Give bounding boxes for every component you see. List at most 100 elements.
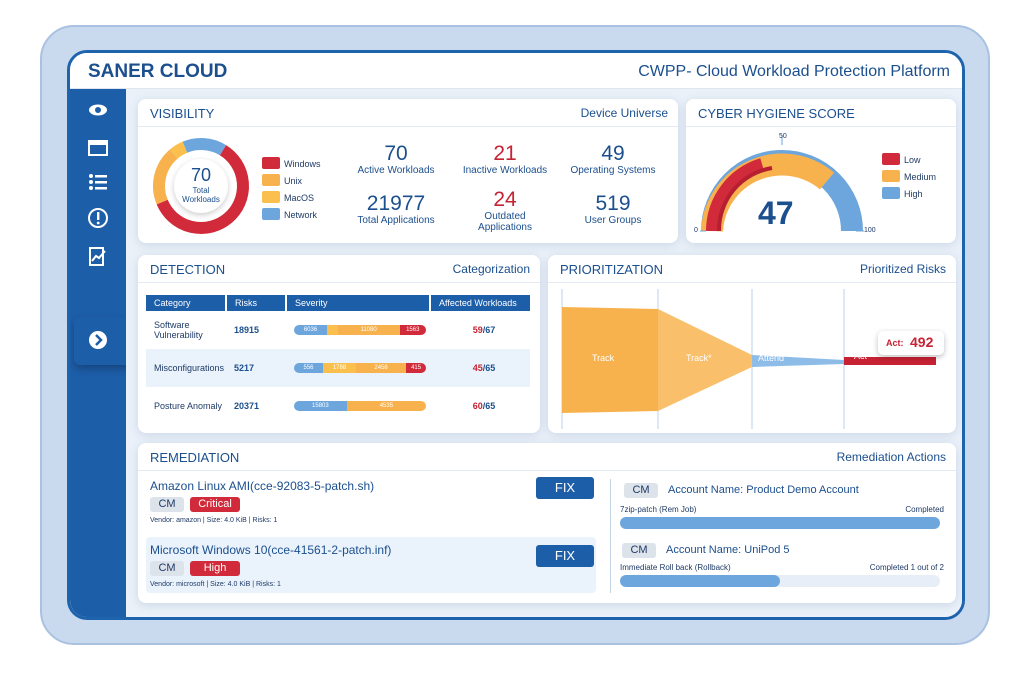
- visibility-header: VISIBILITY Device Universe: [138, 99, 678, 127]
- severity-bar: 556 1788 2458 415: [294, 363, 426, 373]
- cell-severity: 6036 11080 1563: [286, 311, 430, 349]
- detection-title: DETECTION: [150, 262, 226, 277]
- table-row[interactable]: Software Vulnerability 18915 6036 11080 15…: [146, 311, 530, 349]
- cell-affected: 59/67: [430, 311, 530, 349]
- legend-swatch-network: [262, 208, 280, 220]
- stat-label: Total Applications: [357, 215, 435, 226]
- remediation-card: REMEDIATION Remediation Actions Amazon L…: [138, 443, 956, 603]
- job-name: 7zip-patch (Rem Job): [620, 505, 697, 514]
- severity-bar: 6036 11080 1563: [294, 325, 426, 335]
- fix-button[interactable]: FIX: [536, 477, 594, 499]
- severity-segment: 6036: [294, 325, 327, 335]
- prioritization-card: PRIORITIZATION Prioritized Risks Track T…: [548, 255, 956, 433]
- gauge-max-label: 100: [864, 227, 876, 234]
- stat-value: 70: [384, 142, 408, 165]
- stat-label: Outdated Applications: [478, 211, 532, 233]
- cell-affected: 45/65: [430, 349, 530, 387]
- hygiene-gauge: [700, 135, 864, 232]
- legend-macos: MacOS: [284, 193, 315, 203]
- hygiene-card: CYBER HYGIENE SCORE 50 0 100 47 Low Medi…: [686, 99, 956, 243]
- brand-logo: SANER CLOUD: [88, 61, 228, 82]
- donut-segment-macos: [169, 141, 188, 159]
- gauge-min-label: 0: [694, 227, 698, 234]
- remediation-item-title: Amazon Linux AMI(cce-92083-5-patch.sh): [150, 479, 375, 493]
- visibility-title: VISIBILITY: [150, 106, 215, 121]
- cell-severity: 556 1788 2458 415: [286, 349, 430, 387]
- cm-tag: CM: [622, 543, 656, 558]
- chevron-right-icon[interactable]: [87, 329, 109, 351]
- severity-segment: 15803: [294, 401, 347, 411]
- stat-label: User Groups: [584, 215, 642, 226]
- stat-inactive-workloads[interactable]: 21 Inactive Workloads: [450, 143, 560, 177]
- affected-count: 60: [472, 401, 483, 411]
- cm-tag: CM: [150, 561, 184, 576]
- legend-swatch-macos: [262, 191, 280, 203]
- detection-table: Category Risks Severity Affected Workloa…: [146, 295, 530, 425]
- legend-swatch-unix: [262, 174, 280, 186]
- legend-medium: Medium: [904, 172, 937, 182]
- product-title: CWPP- Cloud Workload Protection Platform: [638, 63, 950, 80]
- affected-total: /65: [482, 401, 496, 411]
- stat-value: 49: [601, 142, 625, 165]
- stage-attend: Attend: [758, 353, 785, 363]
- job-status: Completed: [905, 505, 944, 514]
- stat-active-workloads[interactable]: 70 Active Workloads: [341, 142, 451, 177]
- cell-category: Software Vulnerability: [154, 320, 203, 340]
- col-risks: Risks: [226, 295, 287, 311]
- fix-button[interactable]: FIX: [536, 545, 594, 567]
- visibility-card: VISIBILITY Device Universe 70 Total Work…: [138, 99, 678, 243]
- act-callout-label: Act:: [886, 338, 904, 348]
- prioritization-header: PRIORITIZATION Prioritized Risks: [548, 255, 956, 283]
- remediation-header: REMEDIATION Remediation Actions: [138, 443, 956, 471]
- cell-category: Misconfigurations: [154, 363, 225, 373]
- remediation-item[interactable]: Amazon Linux AMI(cce-92083-5-patch.sh) C…: [146, 477, 596, 531]
- affected-total: /67: [482, 325, 496, 335]
- eye-icon[interactable]: [87, 99, 109, 121]
- donut-segment-network: [182, 138, 227, 156]
- donut-center: 70 Total Workloads: [174, 159, 228, 213]
- dashboard-main: VISIBILITY Device Universe 70 Total Work…: [126, 89, 962, 617]
- list-icon[interactable]: [87, 171, 109, 193]
- stat-user-groups[interactable]: 519 User Groups: [558, 193, 668, 227]
- stat-outdated-applications[interactable]: 24 Outdated Applications: [455, 189, 555, 234]
- job-status: Completed 1 out of 2: [869, 563, 944, 572]
- act-callout: Act: 492: [878, 331, 944, 355]
- report-icon[interactable]: [87, 245, 109, 267]
- cell-risks: 18915: [234, 325, 260, 335]
- donut-segment-unix: [153, 149, 178, 205]
- remediation-item-title: Microsoft Windows 10(cce-41561-2-patch.i…: [150, 543, 392, 557]
- table-row[interactable]: Misconfigurations 5217 556 1788 2458 415 45…: [146, 349, 530, 387]
- alert-icon[interactable]: [87, 207, 109, 229]
- stat-operating-systems[interactable]: 49 Operating Systems: [558, 142, 668, 177]
- app-window: SANER CLOUD CWPP- Cloud Workload Protect…: [67, 50, 965, 620]
- stat-value: 21977: [366, 192, 426, 215]
- severity-segment: 2458: [356, 363, 407, 373]
- stat-total-applications[interactable]: 21977 Total Applications: [341, 192, 451, 227]
- job-name: Immediate Roll back (Rollback): [620, 563, 731, 572]
- donut-label-2: Workloads: [182, 195, 220, 204]
- severity-badge: High: [190, 561, 240, 576]
- progress-bar: [620, 575, 940, 587]
- remediation-item[interactable]: Microsoft Windows 10(cce-41561-2-patch.i…: [146, 537, 596, 593]
- prioritization-title: PRIORITIZATION: [560, 262, 664, 277]
- table-row[interactable]: Posture Anomaly 20371 15803 4535 60/65: [146, 387, 530, 425]
- cell-severity: 15803 4535: [286, 387, 430, 425]
- stage-act: Act: [854, 351, 868, 361]
- cm-tag: CM: [624, 483, 658, 498]
- cm-tag: CM: [150, 497, 184, 512]
- progress-bar: [620, 517, 940, 529]
- gauge-mid-label: 50: [779, 133, 787, 140]
- legend-swatch-high: [882, 187, 900, 199]
- donut-segment-windows: [156, 145, 249, 234]
- col-affected: Affected Workloads: [430, 295, 530, 311]
- affected-total: /65: [482, 363, 496, 373]
- legend-windows: Windows: [284, 159, 321, 169]
- severity-segment: [327, 325, 338, 335]
- visibility-subtitle: Device Universe: [580, 106, 668, 120]
- severity-segment: 1563: [399, 325, 426, 335]
- hygiene-header: CYBER HYGIENE SCORE: [686, 99, 956, 127]
- legend-low: Low: [904, 155, 921, 165]
- progress-fill: [620, 517, 940, 529]
- donut-value: 70: [190, 165, 212, 185]
- folder-icon[interactable]: [87, 137, 109, 159]
